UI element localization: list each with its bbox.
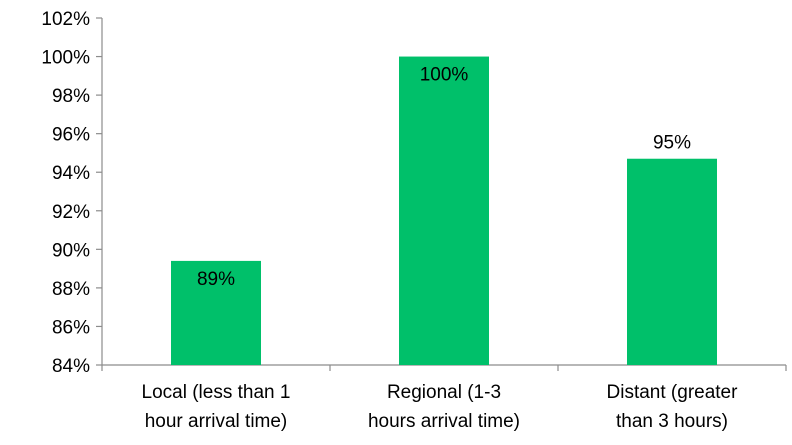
bar (171, 260, 261, 365)
y-tick-label: 100% (41, 48, 90, 69)
bar (627, 158, 717, 365)
y-tick-label: 86% (52, 317, 90, 338)
data-label: 89% (197, 269, 235, 290)
bar-series (171, 56, 717, 366)
y-tick-label: 98% (52, 86, 90, 107)
x-category-label: Regional (1-3 (387, 382, 501, 403)
data-labels: 89% 100% 95% (197, 65, 691, 290)
y-axis-tick-labels: 84% 86% 88% 90% 92% 94% 96% 98% 100% 102% (41, 9, 90, 377)
y-tick-label: 94% (52, 163, 90, 184)
x-axis-category-labels: Local (less than 1 hour arrival time) Regi… (142, 382, 739, 432)
y-tick-label: 84% (52, 356, 90, 377)
y-axis-tick-marks (96, 17, 102, 366)
x-category-label: hour arrival time) (145, 411, 288, 432)
y-tick-label: 96% (52, 125, 90, 146)
y-tick-label: 90% (52, 240, 90, 261)
y-tick-label: 102% (41, 9, 90, 30)
x-category-label: hours arrival time) (368, 411, 520, 432)
x-category-label: than 3 hours) (616, 411, 728, 432)
x-category-label: Local (less than 1 (142, 382, 291, 403)
x-category-label: Distant (greater (607, 382, 739, 403)
data-label: 95% (653, 133, 691, 154)
data-label: 100% (420, 65, 469, 86)
x-axis-tick-marks (101, 365, 787, 371)
y-tick-label: 92% (52, 202, 90, 223)
y-tick-label: 88% (52, 279, 90, 300)
bar (399, 56, 489, 366)
